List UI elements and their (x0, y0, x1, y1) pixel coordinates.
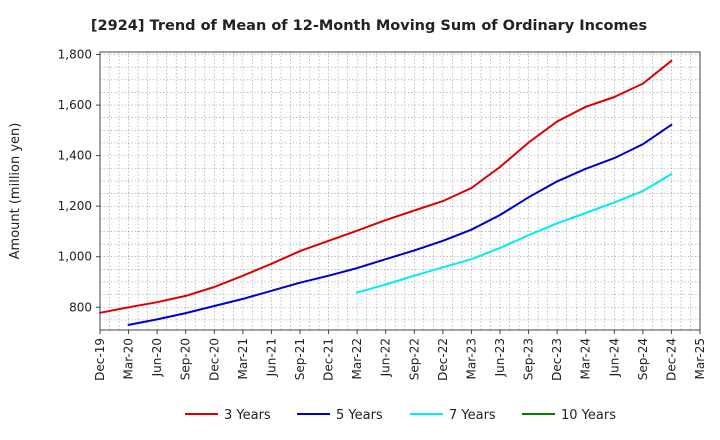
x-tick-label: Sep-20 (179, 338, 193, 380)
chart-title: [2924] Trend of Mean of 12-Month Moving … (91, 18, 647, 34)
x-tick-label: Jun-24 (607, 338, 621, 377)
legend-label-5-years: 5 Years (336, 408, 383, 423)
x-tick-label: Jun-22 (379, 338, 393, 377)
x-tick-label: Mar-23 (464, 338, 478, 379)
y-axis-ticks: 800 1,000 1,200 1,400 1,600 1,800 (58, 48, 100, 314)
x-tick-label: Sep-24 (636, 338, 650, 380)
y-axis-label: Amount (million yen) (8, 123, 23, 260)
plot-area (100, 52, 700, 330)
x-tick-label: Mar-25 (693, 338, 707, 379)
y-tick-label: 800 (69, 300, 92, 314)
x-axis-ticks: Dec-19 Mar-20 Jun-20 Sep-20 Dec-20 Mar-21 Jun-… (93, 330, 707, 381)
x-tick-label: Mar-24 (579, 338, 593, 379)
y-tick-label: 1,000 (58, 250, 92, 264)
x-tick-label: Sep-21 (293, 338, 307, 380)
x-tick-label: Dec-20 (207, 338, 221, 381)
x-tick-label: Mar-21 (236, 338, 250, 379)
x-tick-label: Jun-20 (150, 338, 164, 377)
y-tick-label: 1,600 (58, 98, 92, 112)
y-tick-label: 1,400 (58, 149, 92, 163)
legend-label-3-years: 3 Years (224, 408, 271, 423)
x-tick-label: Dec-24 (664, 338, 678, 381)
x-tick-label: Dec-21 (322, 338, 336, 381)
series-line-7-years (356, 173, 673, 294)
y-tick-label: 1,800 (58, 48, 92, 62)
series-line-5-years (127, 123, 673, 326)
series-lines (99, 59, 673, 326)
legend-label-10-years: 10 Years (561, 408, 616, 423)
y-tick-label: 1,200 (58, 199, 92, 213)
x-tick-label: Mar-20 (122, 338, 136, 379)
x-tick-label: Dec-23 (550, 338, 564, 381)
series-line-3-years (99, 59, 673, 314)
x-tick-label: Dec-19 (93, 338, 107, 381)
legend: 3 Years 5 Years 7 Years 10 Years (185, 408, 616, 423)
x-tick-label: Jun-21 (264, 338, 278, 377)
x-tick-label: Sep-22 (407, 338, 421, 380)
x-tick-label: Dec-22 (436, 338, 450, 381)
x-tick-label: Mar-22 (350, 338, 364, 379)
plot-frame (99, 51, 701, 331)
x-tick-label: Sep-23 (522, 338, 536, 380)
legend-label-7-years: 7 Years (449, 408, 496, 423)
x-tick-label: Jun-23 (493, 338, 507, 377)
